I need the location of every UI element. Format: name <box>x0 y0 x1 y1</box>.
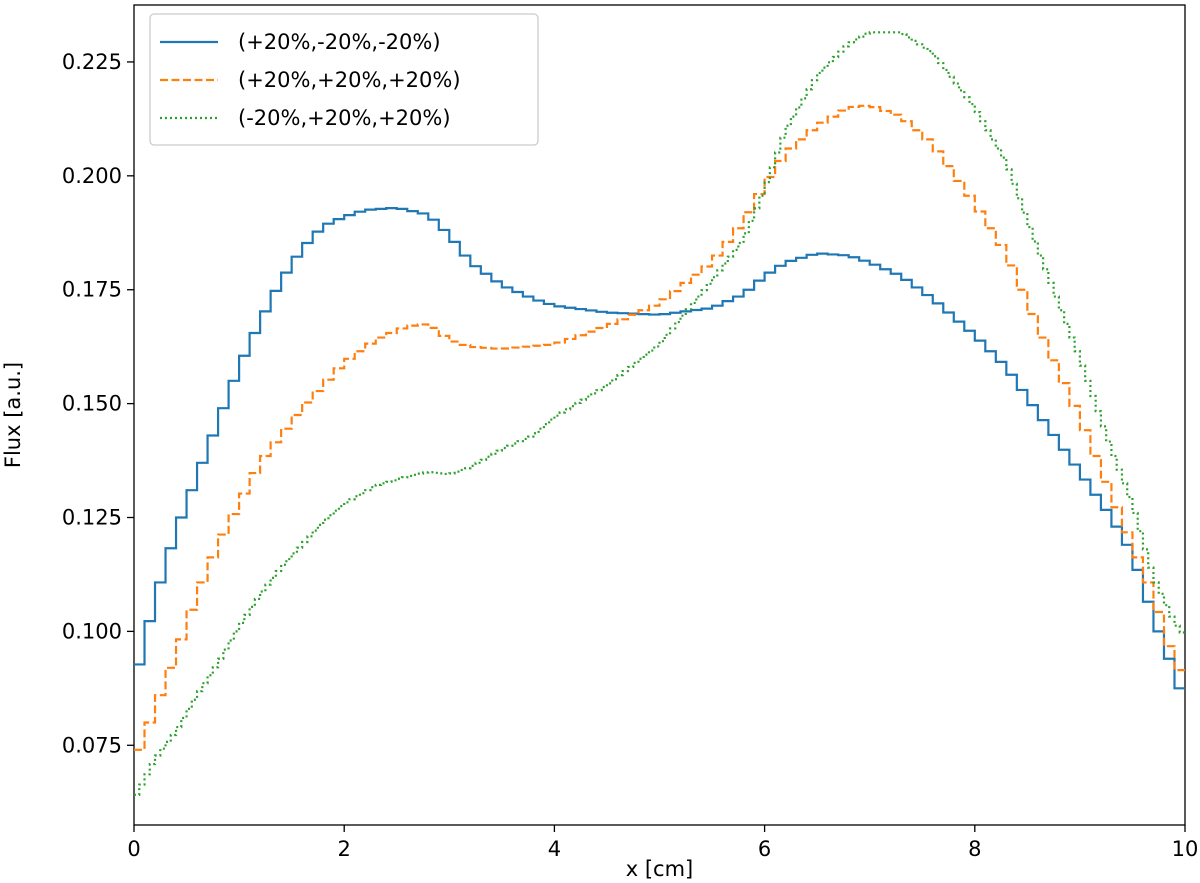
x-tick-label: 10 <box>1172 837 1199 861</box>
legend-label-3: (-20%,+20%,+20%) <box>238 106 451 130</box>
legend-label-1: (+20%,-20%,-20%) <box>238 30 441 54</box>
x-tick-label: 8 <box>968 837 981 861</box>
y-tick-label: 0.125 <box>62 506 122 530</box>
series-layer <box>134 31 1185 796</box>
legend: (+20%,-20%,-20%) (+20%,+20%,+20%) (-20%,+2… <box>149 13 539 146</box>
y-tick-label: 0.225 <box>62 50 122 74</box>
series-line-1 <box>134 207 1185 690</box>
y-tick-label: 0.100 <box>62 619 122 643</box>
legend-label-2: (+20%,+20%,+20%) <box>238 68 461 92</box>
series-line-2 <box>134 104 1185 751</box>
x-axis-label: x [cm] <box>626 857 694 881</box>
y-axis-ticks: 0.075 0.100 0.125 0.150 0.175 0.200 0.225 <box>62 50 134 757</box>
legend-box <box>149 13 539 146</box>
x-tick-label: 0 <box>127 837 140 861</box>
x-tick-label: 2 <box>338 837 351 861</box>
series-line-3 <box>134 31 1185 796</box>
y-tick-label: 0.150 <box>62 392 122 416</box>
x-tick-label: 6 <box>758 837 771 861</box>
x-axis-ticks: 0 2 4 6 8 10 <box>127 825 1198 861</box>
y-tick-label: 0.175 <box>62 278 122 302</box>
y-axis-label: Flux [a.u.] <box>1 362 25 468</box>
y-tick-label: 0.075 <box>62 733 122 757</box>
x-tick-label: 4 <box>548 837 561 861</box>
y-tick-label: 0.200 <box>62 164 122 188</box>
